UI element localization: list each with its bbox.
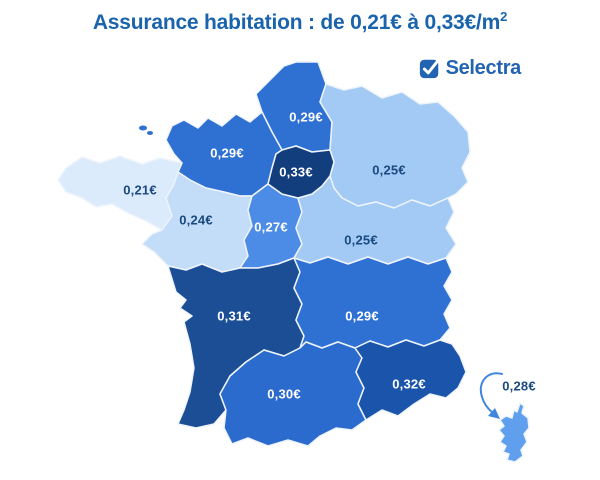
label-nouvelle-aquitaine: 0,31€ — [217, 309, 251, 324]
region-provence-alpes-cote-d-azur — [354, 339, 467, 421]
corsica-arrow-icon — [479, 372, 503, 419]
label-centre-val-de-loire: 0,27€ — [254, 220, 288, 235]
label-provence-alpes-cote-d-azur: 0,32€ — [392, 377, 426, 392]
selectra-logo: Selectra — [419, 57, 521, 80]
label-corse: 0,28€ — [502, 379, 536, 394]
region-corse — [498, 402, 530, 463]
logo-text: Selectra — [445, 57, 522, 79]
label-bourgogne-franche-comte: 0,25€ — [344, 233, 378, 248]
region-auvergne-rhone-alpes — [293, 256, 453, 349]
region-ile-de-france — [267, 145, 335, 199]
label-hauts-de-france: 0,29€ — [289, 110, 323, 125]
region-grand-est — [319, 83, 471, 209]
label-grand-est: 0,25€ — [372, 163, 406, 178]
map-regions — [57, 61, 530, 463]
label-auvergne-rhone-alpes: 0,29€ — [345, 309, 379, 324]
label-normandie: 0,29€ — [210, 146, 244, 161]
label-occitanie: 0,30€ — [267, 387, 301, 402]
channel-islet — [147, 131, 153, 135]
page-title-superscript: 2 — [500, 9, 508, 24]
label-ile-de-france: 0,33€ — [279, 165, 313, 180]
label-bretagne: 0,21€ — [123, 183, 157, 198]
channel-islet — [139, 125, 147, 131]
map-labels: 0,29€ 0,29€ 0,33€ 0,25€ 0,21€ 0,24€ 0,27… — [123, 110, 536, 402]
page-title-text: Assurance habitation : de 0,21€ à 0,33€/… — [92, 11, 501, 34]
label-pays-de-la-loire: 0,24€ — [179, 213, 213, 228]
selectra-check-icon — [419, 59, 438, 79]
page-title: Assurance habitation : de 0,21€ à 0,33€/… — [0, 9, 600, 35]
region-bretagne — [57, 155, 183, 231]
